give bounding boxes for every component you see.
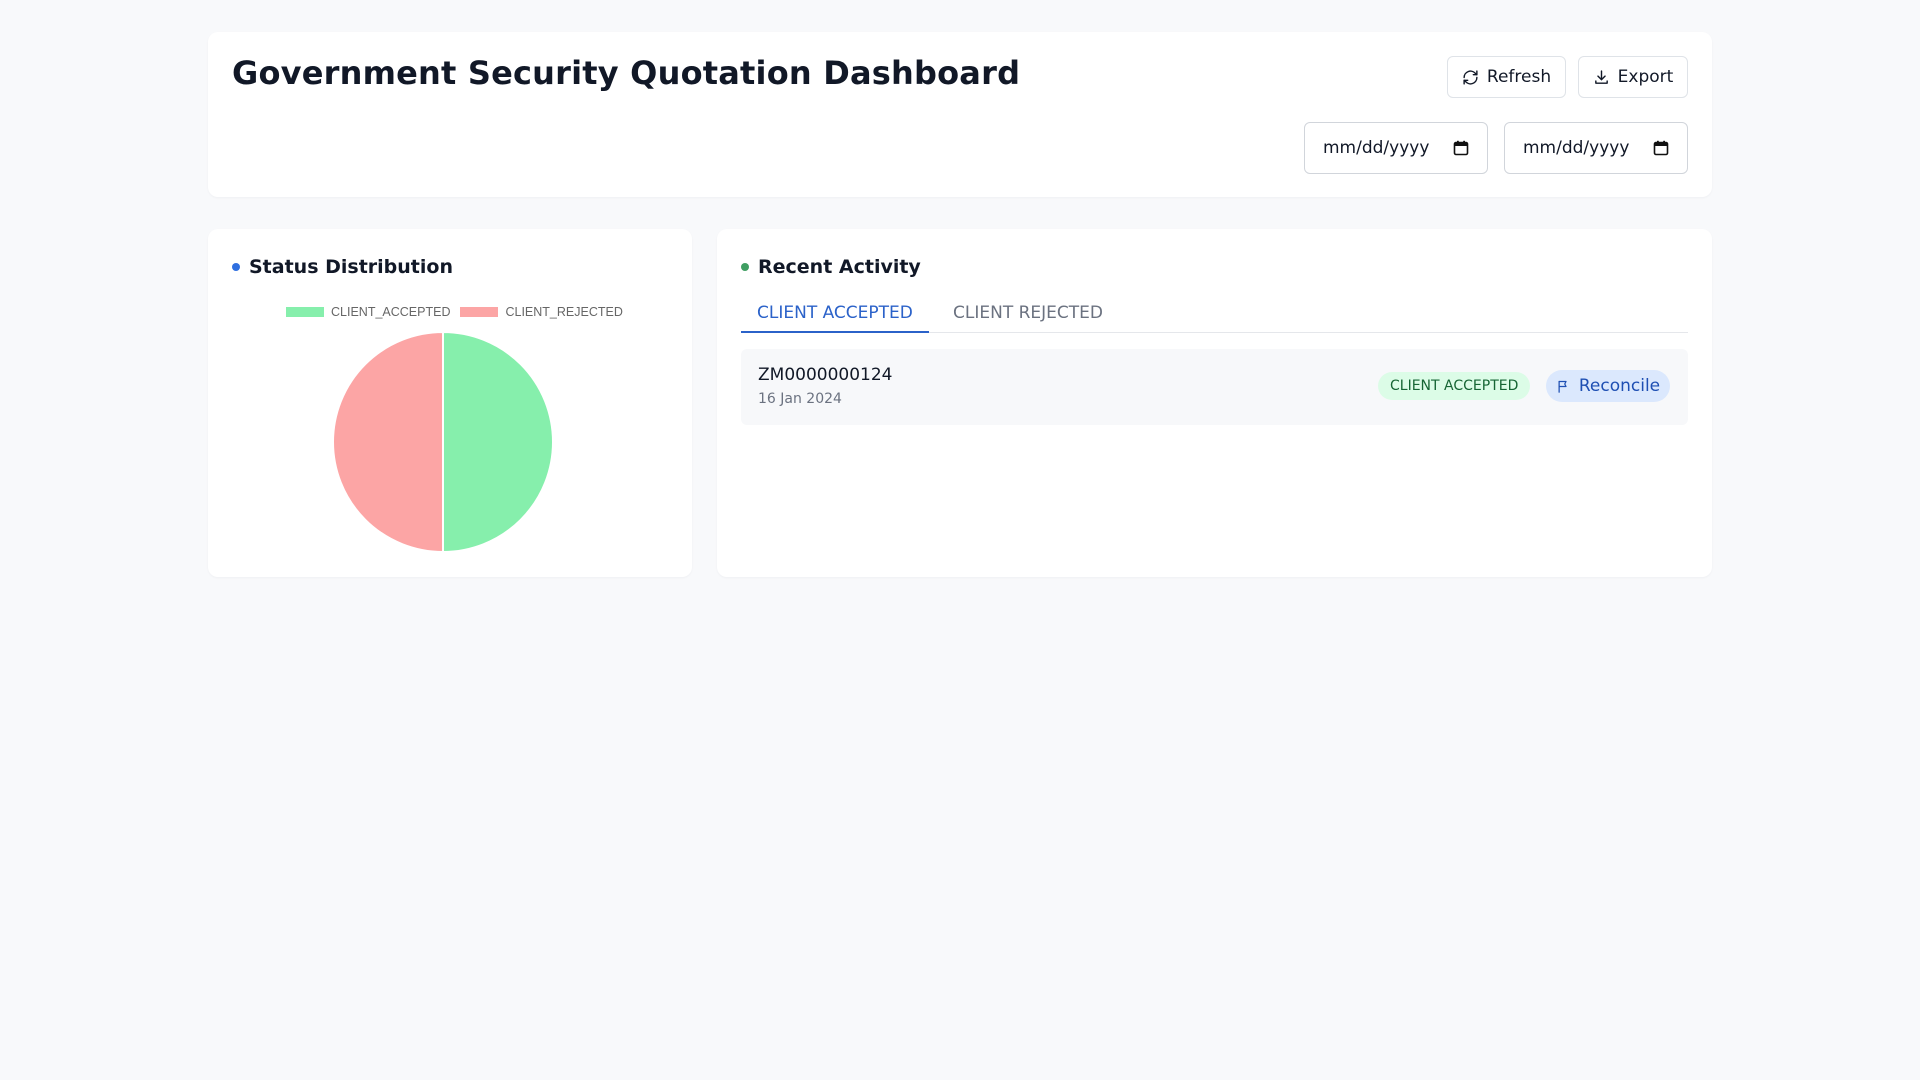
reconcile-label: Reconcile [1578, 376, 1661, 396]
start-date-placeholder: mm/dd/yyyy [1323, 138, 1430, 158]
activity-row[interactable]: ZM0000000124 16 Jan 2024 CLIENT ACCEPTED… [741, 349, 1688, 425]
status-card-title-text: Status Distribution [249, 256, 453, 278]
status-pie-chart [332, 330, 554, 554]
activity-dot [741, 263, 749, 271]
page-title: Government Security Quotation Dashboard [232, 54, 1021, 92]
calendar-icon[interactable] [1453, 140, 1469, 156]
calendar-icon[interactable] [1653, 140, 1669, 156]
legend-item-rejected[interactable]: CLIENT_REJECTED [460, 305, 623, 319]
pie-slice-client-rejected[interactable] [332, 330, 444, 554]
activity-tabs: CLIENT ACCEPTED CLIENT REJECTED [741, 298, 1688, 333]
quotation-id: ZM0000000124 [758, 365, 893, 385]
tab-client-accepted[interactable]: CLIENT ACCEPTED [741, 298, 929, 333]
status-distribution-card: Status Distribution CLIENT_ACCEPTED CLIE… [208, 229, 692, 577]
activity-card-title-text: Recent Activity [758, 256, 921, 278]
activity-card-title: Recent Activity [741, 256, 921, 278]
legend-label-rejected: CLIENT_REJECTED [505, 305, 623, 319]
end-date-placeholder: mm/dd/yyyy [1523, 138, 1630, 158]
refresh-icon [1463, 69, 1478, 85]
legend-label-accepted: CLIENT_ACCEPTED [331, 305, 451, 319]
legend-item-accepted[interactable]: CLIENT_ACCEPTED [286, 305, 450, 319]
end-date-input[interactable]: mm/dd/yyyy [1504, 122, 1688, 174]
download-icon [1594, 69, 1608, 84]
legend-swatch-rejected [460, 307, 499, 317]
status-card-title: Status Distribution [232, 256, 453, 278]
export-label: Export [1617, 67, 1674, 87]
quotation-date: 16 Jan 2024 [758, 391, 842, 407]
start-date-input[interactable]: mm/dd/yyyy [1304, 122, 1488, 174]
export-button[interactable]: Export [1578, 56, 1688, 98]
chart-legend: CLIENT_ACCEPTED CLIENT_REJECTED [286, 305, 623, 319]
pie-slice-client-accepted[interactable] [442, 330, 554, 554]
status-dot [232, 263, 240, 271]
refresh-label: Refresh [1486, 67, 1552, 87]
header-card: Government Security Quotation Dashboard … [208, 32, 1712, 197]
recent-activity-card: Recent Activity CLIENT ACCEPTED CLIENT R… [717, 229, 1712, 577]
flag-icon [1558, 380, 1567, 393]
refresh-button[interactable]: Refresh [1447, 56, 1566, 98]
legend-swatch-accepted [286, 307, 324, 317]
status-badge: CLIENT ACCEPTED [1378, 372, 1531, 400]
tab-client-rejected[interactable]: CLIENT REJECTED [953, 303, 1103, 323]
reconcile-button[interactable]: Reconcile [1546, 370, 1670, 402]
